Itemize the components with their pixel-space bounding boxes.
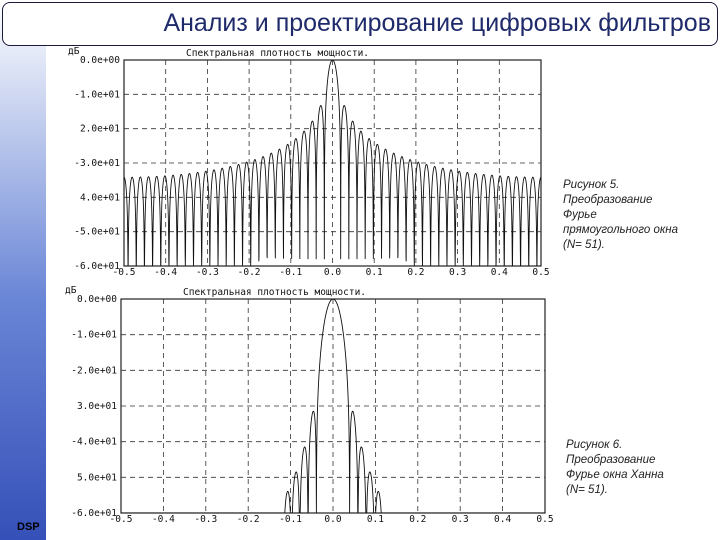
y-tick-label: -2.0e+01 bbox=[71, 365, 117, 376]
x-tick-label: 0.0 bbox=[324, 267, 341, 278]
x-tick-label: -0.1 bbox=[279, 267, 302, 278]
x-tick-label: 0.3 bbox=[449, 267, 466, 278]
caption-line: (N= 51). bbox=[563, 239, 605, 251]
y-tick-label: 0.0e+00 bbox=[80, 55, 120, 66]
caption-line: Фурье bbox=[563, 209, 597, 221]
x-tick-label: -0.4 bbox=[154, 267, 177, 278]
x-tick-label: -0.4 bbox=[152, 514, 175, 525]
caption-figure-6: Рисунок 6. Преобразование Фурье окна Хан… bbox=[566, 438, 716, 498]
x-tick-label: -0.2 bbox=[238, 267, 261, 278]
caption-line: Преобразование bbox=[566, 454, 656, 466]
y-tick-label: 2.0e+01 bbox=[80, 124, 120, 135]
x-tick-label: 0.5 bbox=[536, 514, 553, 525]
chart-title: Спектральная плотность мощности. bbox=[186, 48, 369, 59]
caption-line: (N= 51). bbox=[566, 484, 608, 496]
y-tick-label: -4.0e+01 bbox=[71, 437, 117, 448]
x-tick-label: 0.1 bbox=[367, 514, 384, 525]
y-axis-unit: дБ bbox=[65, 285, 77, 296]
y-axis-unit: дБ bbox=[68, 46, 80, 57]
y-tick-label: -5.0e+01 bbox=[74, 227, 120, 238]
x-tick-label: -0.3 bbox=[196, 267, 219, 278]
x-tick-label: 0.1 bbox=[366, 267, 383, 278]
x-tick-label: -0.5 bbox=[110, 514, 133, 525]
y-tick-label: -1.0e+01 bbox=[71, 330, 117, 341]
footer-label: DSP bbox=[17, 521, 40, 533]
y-tick-label: -1.0e+01 bbox=[74, 89, 120, 100]
x-tick-label: 0.4 bbox=[491, 267, 508, 278]
x-tick-label: -0.5 bbox=[113, 267, 136, 278]
y-tick-label: -3.0e+01 bbox=[74, 158, 120, 169]
caption-line: прямоугольного окна bbox=[563, 224, 679, 236]
caption-figure-5: Рисунок 5. Преобразование Фурье прямоуго… bbox=[563, 178, 713, 253]
caption-line: Рисунок 6. bbox=[566, 439, 623, 451]
caption-line: Преобразование bbox=[563, 194, 653, 206]
caption-line: Рисунок 5. bbox=[563, 179, 620, 191]
x-tick-label: -0.1 bbox=[279, 514, 302, 525]
y-tick-label: 0.0e+00 bbox=[77, 294, 117, 305]
x-tick-label: 0.3 bbox=[452, 514, 469, 525]
x-tick-label: 0.0 bbox=[324, 514, 341, 525]
x-tick-label: -0.3 bbox=[194, 514, 217, 525]
slide-sidebar bbox=[0, 0, 46, 540]
x-tick-label: 0.5 bbox=[532, 267, 549, 278]
slide-title: Анализ и проектирование цифровых фильтро… bbox=[163, 9, 711, 37]
chart-title: Спектральная плотность мощности. bbox=[183, 287, 366, 298]
x-tick-label: 0.4 bbox=[494, 514, 511, 525]
x-tick-label: 0.2 bbox=[409, 514, 426, 525]
caption-line: Фурье окна Ханна bbox=[566, 469, 664, 481]
y-tick-label: 3.0e+01 bbox=[77, 401, 117, 412]
y-tick-label: 4.0e+01 bbox=[80, 192, 120, 203]
y-tick-label: -6.0e+01 bbox=[71, 508, 117, 519]
y-tick-label: 5.0e+01 bbox=[77, 472, 117, 483]
y-tick-label: -6.0e+01 bbox=[74, 261, 120, 272]
x-tick-label: -0.2 bbox=[237, 514, 260, 525]
title-frame: Анализ и проектирование цифровых фильтро… bbox=[2, 2, 718, 46]
x-tick-label: 0.2 bbox=[407, 267, 424, 278]
